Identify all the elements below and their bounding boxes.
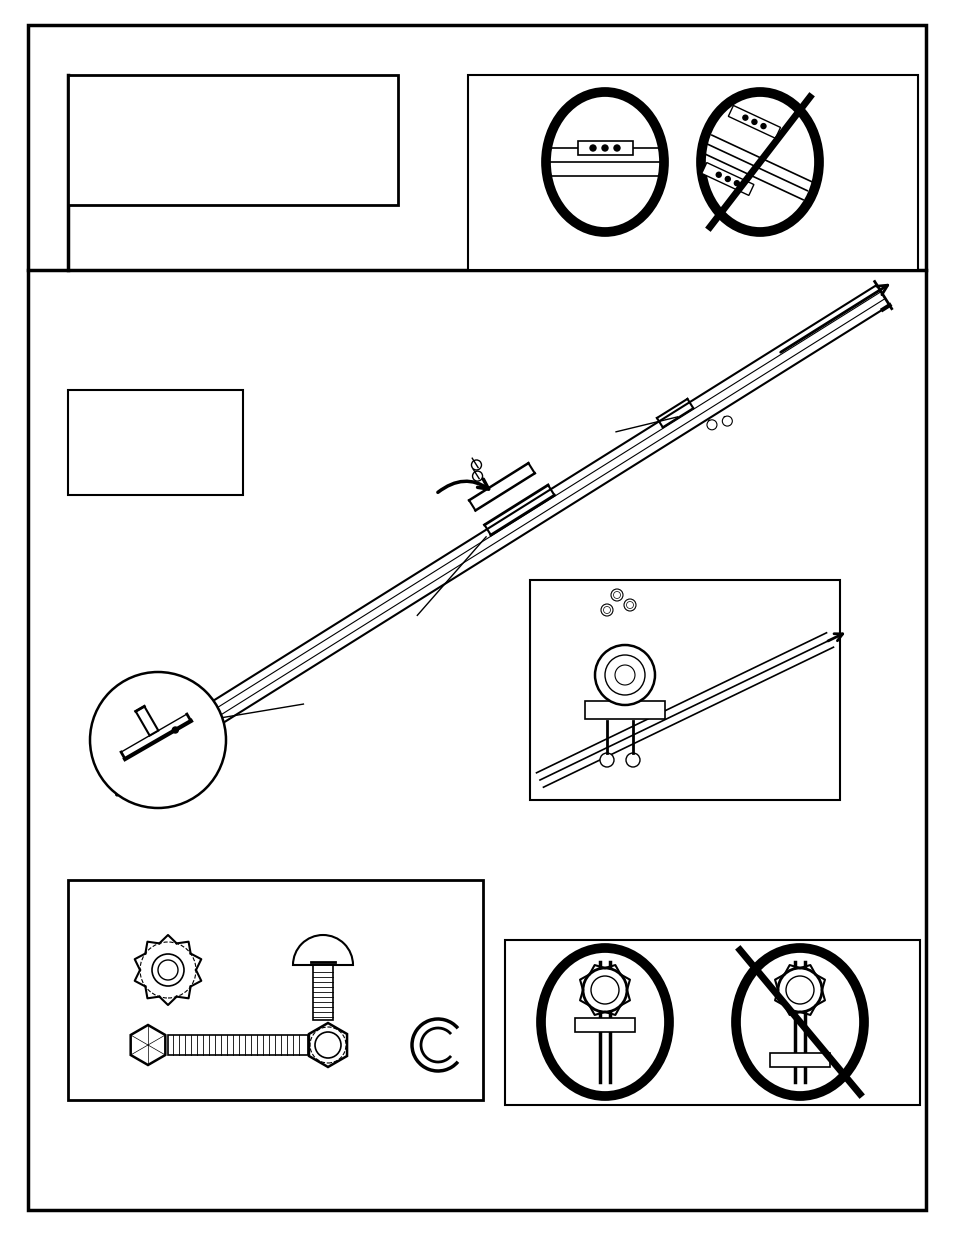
Bar xyxy=(313,965,333,1020)
Circle shape xyxy=(314,1032,340,1058)
Ellipse shape xyxy=(545,91,663,232)
Circle shape xyxy=(760,124,765,128)
Circle shape xyxy=(626,601,633,609)
Circle shape xyxy=(625,753,639,767)
Circle shape xyxy=(785,976,813,1004)
Wedge shape xyxy=(293,935,353,965)
Bar xyxy=(504,940,919,1105)
Bar xyxy=(168,1035,308,1055)
Circle shape xyxy=(614,144,619,151)
Bar xyxy=(769,1053,829,1067)
Bar xyxy=(468,75,917,270)
Circle shape xyxy=(778,968,821,1011)
Bar xyxy=(530,580,840,800)
Circle shape xyxy=(751,120,756,125)
Circle shape xyxy=(734,180,739,185)
Circle shape xyxy=(582,968,626,1011)
Circle shape xyxy=(595,645,655,705)
Circle shape xyxy=(471,459,481,471)
Polygon shape xyxy=(131,1025,165,1065)
Circle shape xyxy=(623,599,636,611)
Polygon shape xyxy=(135,706,158,736)
Circle shape xyxy=(601,144,607,151)
Bar xyxy=(68,75,397,205)
Circle shape xyxy=(615,664,635,685)
Circle shape xyxy=(152,953,184,986)
FancyArrowPatch shape xyxy=(437,479,488,493)
Circle shape xyxy=(603,606,610,614)
Circle shape xyxy=(742,115,747,120)
Circle shape xyxy=(589,144,596,151)
Circle shape xyxy=(600,604,613,616)
Bar xyxy=(575,1018,635,1032)
Bar xyxy=(68,390,243,495)
Polygon shape xyxy=(727,105,780,138)
Circle shape xyxy=(90,672,226,808)
Ellipse shape xyxy=(540,948,668,1095)
Circle shape xyxy=(158,960,178,981)
Circle shape xyxy=(610,589,622,601)
Ellipse shape xyxy=(735,948,863,1095)
Circle shape xyxy=(716,172,720,178)
Circle shape xyxy=(599,753,614,767)
Bar xyxy=(68,881,482,1100)
Bar xyxy=(584,701,664,719)
Circle shape xyxy=(721,416,732,426)
Polygon shape xyxy=(309,1023,347,1067)
Ellipse shape xyxy=(700,91,818,232)
Circle shape xyxy=(706,420,717,430)
Circle shape xyxy=(590,976,618,1004)
Circle shape xyxy=(172,727,178,734)
Circle shape xyxy=(604,655,644,695)
Circle shape xyxy=(613,592,619,599)
Bar xyxy=(578,141,633,156)
Circle shape xyxy=(724,177,730,182)
Circle shape xyxy=(472,471,482,482)
Polygon shape xyxy=(701,163,753,195)
